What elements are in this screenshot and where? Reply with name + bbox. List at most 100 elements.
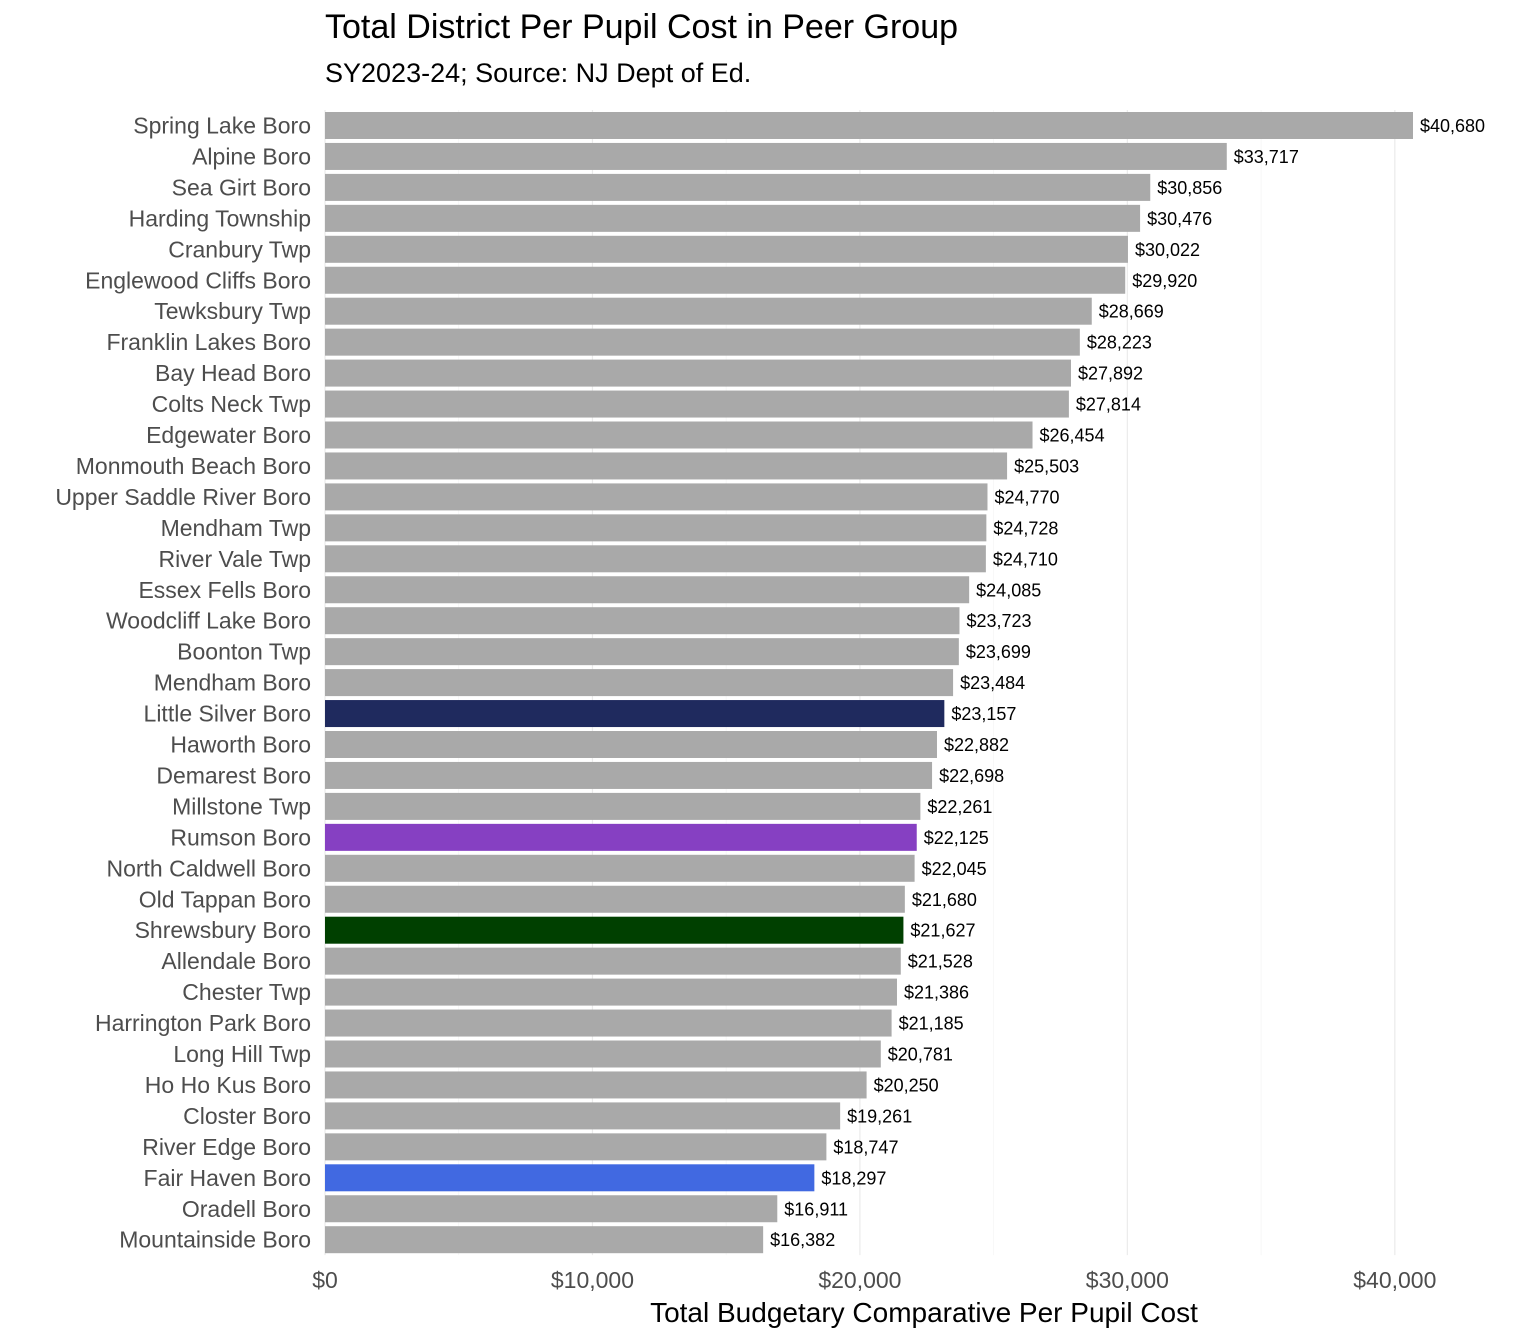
bar [325,545,986,573]
chart-title: Total District Per Pupil Cost in Peer Gr… [325,8,959,46]
x-tick-label: $30,000 [1086,1267,1169,1293]
bar [325,142,1227,170]
value-label: $21,386 [904,983,969,1003]
category-label: Woodcliff Lake Boro [106,608,311,634]
bar [325,1040,881,1068]
category-label: Ho Ho Kus Boro [145,1072,311,1098]
bar [325,916,904,944]
value-label: $19,261 [847,1106,912,1126]
category-label: Upper Saddle River Boro [55,484,311,510]
value-label: $23,484 [960,673,1025,693]
value-label: $33,717 [1234,147,1299,167]
category-label: North Caldwell Boro [106,855,311,881]
value-label: $30,022 [1135,240,1200,260]
category-label: Cranbury Twp [168,236,311,262]
bar [325,731,937,758]
chart-subtitle: SY2023-24; Source: NJ Dept of Ed. [325,58,752,88]
value-label: $28,223 [1087,333,1152,353]
category-label: Rumson Boro [170,824,311,850]
bar [325,112,1413,139]
value-label: $23,157 [951,704,1016,724]
category-label: Englewood Cliffs Boro [85,267,311,293]
category-label: Oradell Boro [182,1196,311,1222]
bar [325,978,897,1006]
bar [325,885,905,913]
x-axis-title: Total Budgetary Comparative Per Pupil Co… [650,1297,1198,1328]
category-label: Shrewsbury Boro [135,917,311,943]
category-label: Colts Neck Twp [152,391,311,417]
category-label: Mendham Twp [161,515,311,541]
bar [325,1071,867,1099]
bar [325,1133,827,1161]
category-label: River Vale Twp [158,546,311,572]
value-label: $24,710 [993,549,1058,569]
category-label: Closter Boro [183,1103,311,1129]
bar [325,854,915,882]
category-label: Mendham Boro [154,670,311,696]
value-label: $40,680 [1420,116,1485,136]
category-label: Old Tappan Boro [139,886,311,912]
x-tick-label: $20,000 [818,1267,901,1293]
category-label: Haworth Boro [170,732,311,758]
bar [325,328,1080,356]
value-label: $22,261 [927,797,992,817]
bar [325,452,1008,480]
value-label: $24,770 [994,487,1059,507]
category-label: Allendale Boro [161,948,311,974]
category-label: Mountainside Boro [119,1227,311,1253]
value-label: $27,892 [1078,364,1143,384]
value-label: $21,185 [899,1014,964,1034]
value-label: $16,911 [784,1199,848,1219]
bar [325,1009,892,1037]
value-label: $23,699 [966,642,1031,662]
x-tick-label: $40,000 [1353,1267,1436,1293]
bar [325,669,954,697]
category-label: Alpine Boro [192,143,311,169]
axis-layer: $0 $10,000 $20,000 $30,000 $40,000 [312,1267,1436,1293]
value-label: $30,856 [1157,178,1222,198]
value-label: $22,882 [944,735,1009,755]
value-label: $22,045 [922,859,987,879]
bar [325,1195,778,1223]
label-layer: Spring Lake Boro $40,680 Alpine Boro $33,71… [55,113,1485,1253]
value-label: $24,085 [976,580,1041,600]
bar [325,297,1092,325]
category-label: Millstone Twp [172,793,311,819]
value-label: $16,382 [770,1230,835,1250]
category-label: Long Hill Twp [173,1041,311,1067]
value-label: $30,476 [1147,209,1212,229]
bar [325,823,917,851]
value-label: $24,728 [993,518,1058,538]
category-label: Harding Township [129,205,311,231]
bar [325,483,988,511]
category-label: Demarest Boro [156,762,311,788]
category-label: River Edge Boro [142,1134,311,1160]
category-label: Harrington Park Boro [95,1010,311,1036]
category-label: Spring Lake Boro [133,113,311,139]
value-label: $22,698 [939,766,1004,786]
bar [325,1164,815,1192]
category-label: Sea Girt Boro [172,174,311,200]
bar [325,576,970,604]
value-label: $21,627 [910,921,975,941]
category-label: Edgewater Boro [146,422,311,448]
category-label: Monmouth Beach Boro [76,453,311,479]
value-label: $21,680 [912,890,977,910]
category-label: Fair Haven Boro [144,1165,311,1191]
bar [325,792,921,820]
bar [325,1226,764,1254]
bar [325,1102,841,1130]
value-label: $18,747 [833,1137,898,1157]
bar [325,607,960,635]
value-label: $29,920 [1132,271,1197,291]
category-label: Chester Twp [182,979,311,1005]
bar [325,390,1069,418]
bar [325,700,945,728]
value-label: $26,454 [1040,426,1105,446]
value-label: $27,814 [1076,395,1141,415]
value-label: $18,297 [821,1168,886,1188]
x-tick-label: $10,000 [551,1267,634,1293]
bar [325,514,987,542]
